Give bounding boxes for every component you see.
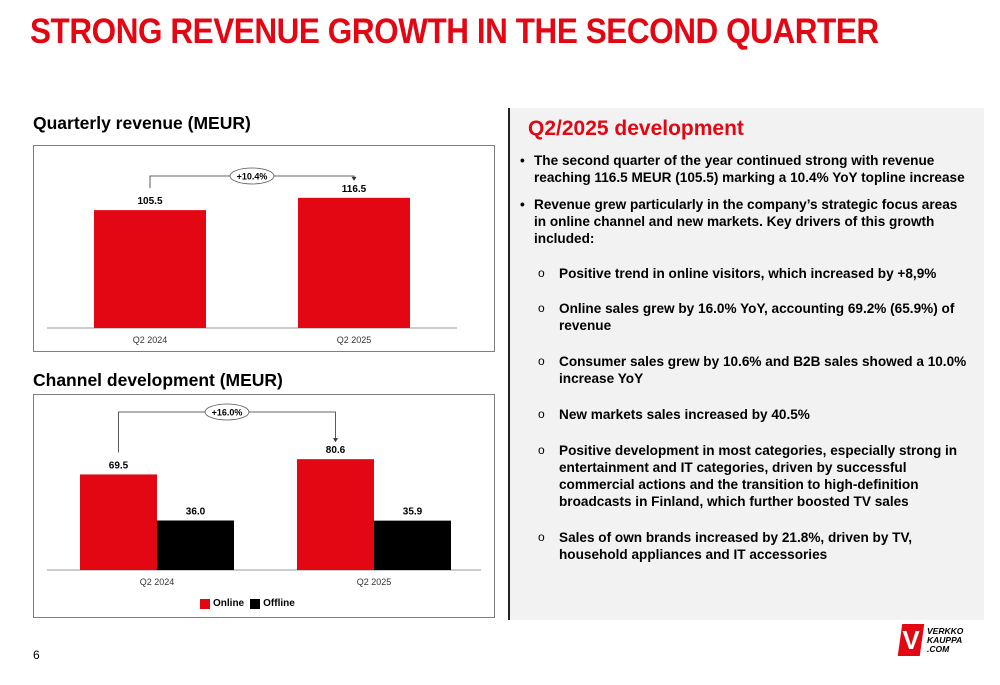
development-panel: Q2/2025 development • The second quarter …: [510, 108, 984, 620]
data-label: 80.6: [326, 445, 346, 456]
bullet-list: • The second quarter of the year continue…: [520, 152, 970, 563]
legend-swatch-online: [200, 598, 210, 609]
data-label: 116.5: [342, 184, 367, 195]
page-number: 6: [33, 648, 40, 662]
bar: [298, 197, 410, 328]
growth-badge: [229, 167, 275, 185]
panel-title: Q2/2025 development: [528, 117, 744, 140]
growth-label: +16.0%: [212, 408, 243, 418]
sub-bullet-text: Sales of own brands increased by 21.8%, …: [559, 530, 913, 562]
data-label: 105.5: [137, 196, 162, 207]
sub-bullet-text: Positive trend in online visitors, which…: [559, 266, 937, 281]
sub-bullet-item: o Positive development in most categories…: [520, 442, 970, 510]
channel-chart-title: Channel development (MEUR): [33, 370, 283, 390]
logo-mark-icon: V: [897, 624, 925, 656]
bullet-item: • Revenue grew particularly in the compan…: [520, 196, 970, 247]
bullet-dot-icon: •: [520, 197, 525, 212]
revenue-chart-frame: 105.5 Q2 2024 116.5 Q2 2025 +10.4%: [33, 145, 495, 352]
x-tick-label: Q2 2024: [140, 577, 175, 587]
bullet-dot-icon: •: [520, 153, 525, 168]
circle-bullet-icon: o: [538, 301, 545, 315]
revenue-chart-title: Quarterly revenue (MEUR): [33, 113, 251, 133]
arrow-head-icon: [333, 438, 338, 443]
legend-swatch-offline: [250, 598, 261, 609]
bar: [157, 520, 234, 570]
x-tick-label: Q2 2025: [337, 335, 372, 345]
arrow-head-icon: [351, 176, 357, 181]
sub-bullet-item: o Consumer sales grew by 10.6% and B2B sa…: [520, 353, 970, 387]
company-logo: V VERKKO KAUPPA .COM: [897, 620, 964, 660]
logo-wordmark: VERKKO KAUPPA .COM: [927, 626, 964, 654]
sub-bullet-text: New markets sales increased by 40.5%: [559, 407, 810, 422]
circle-bullet-icon: o: [538, 530, 545, 544]
data-label: 36.0: [186, 507, 206, 518]
revenue-chart: 105.5 Q2 2024 116.5 Q2 2025 +10.4%: [47, 167, 457, 345]
channel-chart: 69.5 36.0 Q2 2024 80.6 35.9 Q2 2025 +16.0%: [47, 403, 481, 587]
bar: [297, 459, 374, 570]
x-tick-label: Q2 2024: [133, 335, 168, 345]
sub-bullet-text: Online sales grew by 16.0% YoY, accounti…: [559, 301, 955, 333]
bar: [80, 474, 157, 570]
sub-bullet-item: o Sales of own brands increased by 21.8%,…: [520, 529, 970, 563]
bar: [94, 210, 206, 328]
growth-label: +10.4%: [237, 172, 268, 182]
bullet-item: • The second quarter of the year continue…: [520, 152, 970, 186]
vertical-divider: [508, 108, 510, 620]
growth-badge: [204, 403, 250, 421]
x-tick-label: Q2 2025: [357, 577, 392, 587]
sub-bullet-text: Positive development in most categories,…: [559, 443, 958, 509]
bar: [374, 520, 451, 570]
circle-bullet-icon: o: [538, 266, 545, 280]
circle-bullet-icon: o: [538, 407, 545, 421]
sub-bullet-text: Consumer sales grew by 10.6% and B2B sal…: [559, 354, 967, 386]
data-label: 69.5: [109, 460, 129, 471]
data-label: 35.9: [403, 507, 423, 518]
slide-title: STRONG REVENUE GROWTH IN THE SECOND QUAR…: [30, 12, 879, 51]
circle-bullet-icon: o: [538, 354, 545, 368]
sub-bullet-item: o Online sales grew by 16.0% YoY, account…: [520, 300, 970, 334]
bullet-text: The second quarter of the year continued…: [534, 153, 965, 185]
legend-label-online: Online: [213, 598, 245, 609]
bullet-text: Revenue grew particularly in the company…: [534, 197, 958, 246]
sub-bullet-item: o Positive trend in online visitors, whic…: [520, 265, 970, 282]
chart-legend: Online Offline: [200, 598, 295, 609]
legend-label-offline: Offline: [263, 598, 295, 609]
circle-bullet-icon: o: [538, 443, 545, 457]
sub-bullet-item: o New markets sales increased by 40.5%: [520, 406, 970, 423]
channel-chart-frame: 69.5 36.0 Q2 2024 80.6 35.9 Q2 2025 +16.0%: [33, 394, 495, 618]
